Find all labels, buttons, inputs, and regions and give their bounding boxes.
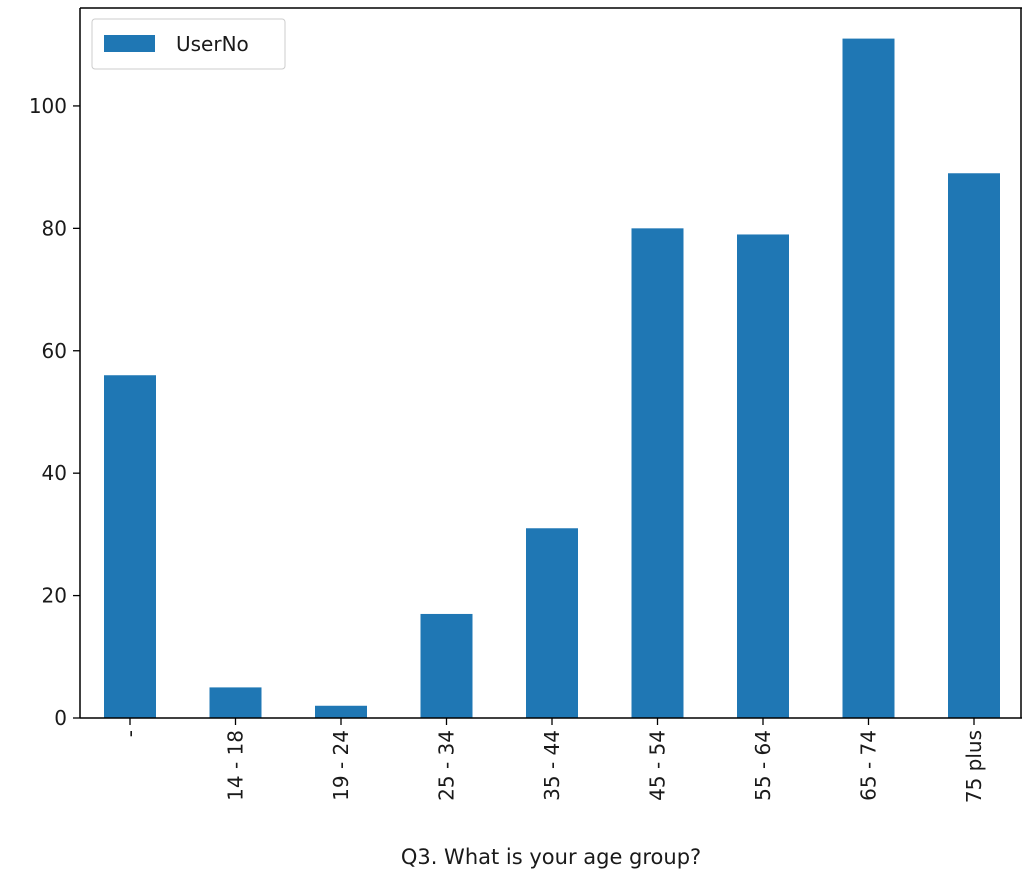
x-tick-label-3: 25 - 34 [435,730,459,801]
bar-1 [209,687,262,718]
x-tick-label-6: 55 - 64 [751,730,775,801]
bar-8 [948,173,1000,718]
bar-0 [104,375,156,718]
y-tick-label-3: 60 [42,339,67,363]
bar-5 [631,228,684,718]
legend-swatch-userno [104,35,155,52]
x-axis-label: Q3. What is your age group? [401,845,701,869]
bars-layer [104,38,1000,719]
x-tick-label-8: 75 plus [962,730,986,803]
bar-6 [737,234,789,718]
x-tick-label-2: 19 - 24 [329,730,353,801]
x-tick-label-4: 35 - 44 [540,730,564,801]
x-tick-label-7: 65 - 74 [857,730,881,801]
bar-7 [842,38,895,719]
legend-box [91,18,286,70]
y-tick-label-1: 20 [42,584,67,608]
y-tick-label-4: 80 [42,216,67,240]
y-tick-label-5: 100 [29,94,67,118]
x-tick-label-0: - [118,730,142,737]
ticks-layer: - 14 - 18 19 - 24 25 - 34 35 - 44 45 - 54 55 -… [29,94,986,803]
bar-3 [420,613,473,718]
legend: UserNo [91,18,286,70]
y-tick-label-2: 40 [42,461,67,485]
y-tick-label-0: 0 [54,706,67,730]
x-tick-label-1: 14 - 18 [224,730,248,801]
bar-2 [315,705,367,718]
bar-4 [526,528,578,718]
legend-label-userno: UserNo [176,32,249,56]
x-tick-label-5: 45 - 54 [646,730,670,801]
